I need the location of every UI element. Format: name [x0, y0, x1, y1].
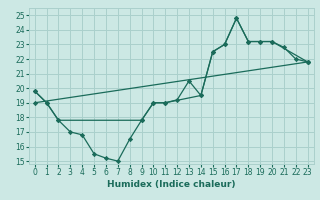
- X-axis label: Humidex (Indice chaleur): Humidex (Indice chaleur): [107, 180, 236, 189]
